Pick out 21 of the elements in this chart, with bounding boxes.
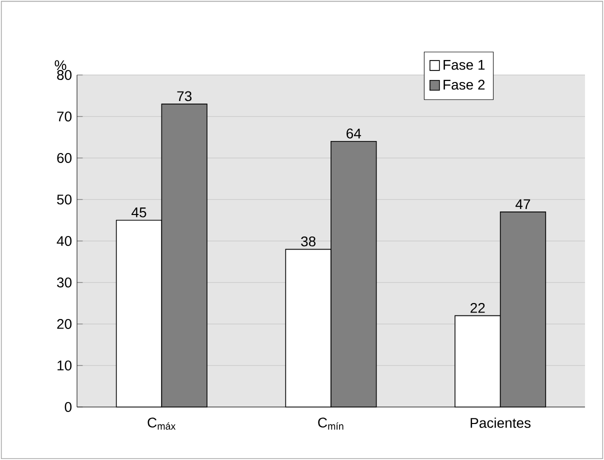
data-label: 47 [516,199,530,210]
y-tick-label: 0 [64,402,72,412]
y-tick-label: 60 [57,153,72,163]
y-tick-label: 80 [57,70,72,80]
legend-label: Fase 1 [444,60,485,70]
y-tick-label: 30 [57,278,72,288]
x-tick-label: C$_{mín}$ [318,418,344,430]
legend-label: Fase 2 [444,80,485,90]
y-tick-label: 40 [56,236,72,246]
data-label: 22 [470,302,485,313]
y-tick-label: 70 [57,112,72,122]
y-tick-label: 20 [57,319,72,329]
x-tick-label: Pacientes [470,418,531,428]
data-label: 38 [301,236,316,246]
x-tick-label: C$_{máx}$ [148,418,176,430]
y-axis-title: % [54,60,66,70]
data-label: 45 [132,208,146,218]
data-label: 64 [346,128,362,138]
data-label: 73 [177,91,192,102]
y-tick-label: 10 [58,360,72,370]
y-tick-label: 50 [57,194,72,204]
